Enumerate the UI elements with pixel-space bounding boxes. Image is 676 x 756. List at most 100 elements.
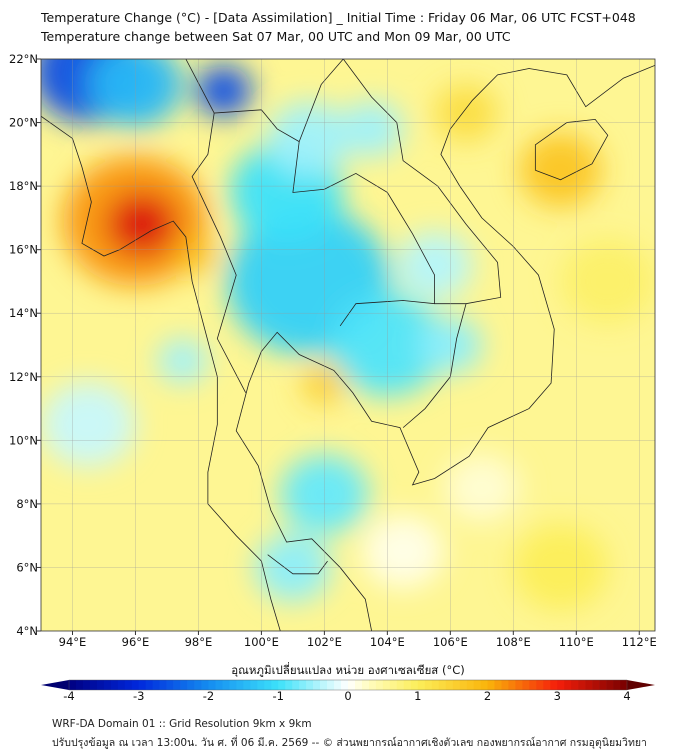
colorbar-segment <box>187 680 195 690</box>
colorbar-segment <box>613 680 621 690</box>
x-tick-label: 106°E <box>433 635 468 649</box>
colorbar-segment <box>466 680 474 690</box>
field-anomaly-22 <box>444 453 520 523</box>
y-tick-label: 18°N <box>9 179 38 193</box>
colorbar-segment <box>152 680 160 690</box>
colorbar-segment <box>424 680 432 690</box>
colorbar-segment <box>173 680 181 690</box>
colorbar-segment <box>501 680 509 690</box>
y-tick-label: 6°N <box>16 560 38 574</box>
x-tick-label: 108°E <box>496 635 531 649</box>
field-anomaly-19 <box>157 338 208 384</box>
colorbar-segment <box>543 680 551 690</box>
colorbar-segment <box>285 680 293 690</box>
colorbar-segment <box>431 680 439 690</box>
colorbar-tick-label: 0 <box>344 689 351 703</box>
colorbar-segment <box>606 680 614 690</box>
colorbar-tick-label: -1 <box>273 689 284 703</box>
colorbar-segment <box>410 680 419 690</box>
colorbar-segment <box>236 680 244 690</box>
colorbar-segment <box>131 680 140 690</box>
colorbar-tick-label: 2 <box>484 689 491 703</box>
chart-title: Temperature Change (°C) - [Data Assimila… <box>41 10 636 25</box>
footer-model-info: WRF-DA Domain 01 :: Grid Resolution 9km … <box>52 718 312 730</box>
colorbar-segment <box>375 680 384 690</box>
colorbar-segment <box>417 680 426 690</box>
y-tick-label: 8°N <box>16 497 38 511</box>
colorbar-segment <box>82 680 91 690</box>
map-plot-area <box>41 59 655 631</box>
colorbar-segment <box>508 680 516 690</box>
colorbar-segment <box>361 680 370 690</box>
x-tick-label: 112°E <box>622 635 657 649</box>
colorbar-tick-label: -2 <box>203 689 214 703</box>
x-tick-label: 94°E <box>59 635 87 649</box>
colorbar-segment <box>292 680 300 690</box>
map-frame <box>40 58 656 632</box>
colorbar-tick-label: -4 <box>63 689 74 703</box>
colorbar-label: อุณหภูมิเปลี่ยนแปลง หน่วย องศาเซลเซียส (… <box>231 662 464 677</box>
colorbar-segment <box>522 680 530 690</box>
field-anomaly-11 <box>396 231 473 300</box>
x-tick-label: 96°E <box>122 635 150 649</box>
y-tick-label: 14°N <box>9 306 38 320</box>
colorbar-segment <box>368 680 377 690</box>
boundary-line-2 <box>534 118 609 181</box>
colorbar-tick-label: 3 <box>554 689 561 703</box>
colorbar-segment <box>201 680 209 690</box>
colorbar-segment <box>341 680 349 690</box>
footer-credit: ปรับปรุงข้อมูล ณ เวลา 13:00น. วัน ศ. ที่… <box>52 737 647 749</box>
x-tick-label: 98°E <box>185 635 213 649</box>
colorbar-segment <box>138 680 147 690</box>
y-tick-label: 22°N <box>9 52 38 66</box>
colorbar-segment <box>334 680 342 690</box>
x-tick-label: 110°E <box>559 635 594 649</box>
colorbar-segment <box>389 680 398 690</box>
colorbar-segment <box>487 680 495 690</box>
colorbar-segment <box>403 680 412 690</box>
colorbar-segment <box>396 680 405 690</box>
chart-subtitle: Temperature change between Sat 07 Mar, 0… <box>41 29 511 44</box>
colorbar-segment <box>75 680 84 690</box>
colorbar-segment <box>445 680 453 690</box>
colorbar-segment <box>166 680 174 690</box>
colorbar-segment <box>599 680 607 690</box>
colorbar-segment <box>215 680 223 690</box>
field-anomaly-4 <box>107 193 177 256</box>
colorbar-segment <box>620 680 628 690</box>
colorbar-segment <box>550 680 558 690</box>
colorbar-frame <box>68 679 628 691</box>
gridlines <box>41 59 655 631</box>
colorbar-segment <box>459 680 467 690</box>
field-anomaly-14 <box>434 84 498 142</box>
field-anomaly-21 <box>560 238 655 324</box>
y-tick-label: 12°N <box>9 370 38 384</box>
colorbar-segment <box>69 680 77 690</box>
field-anomaly-23 <box>362 514 445 589</box>
colorbar-segment <box>354 680 363 690</box>
colorbar-segment <box>306 680 314 690</box>
colorbar-segment <box>438 680 446 690</box>
colorbar-segment <box>96 680 105 690</box>
colorbar-segment <box>382 680 391 690</box>
field-anomaly-12 <box>340 100 404 158</box>
colorbar-segment <box>117 680 126 690</box>
field-anomaly-13 <box>519 133 602 208</box>
colorbar-segment <box>529 680 537 690</box>
colorbar-segment <box>145 680 153 690</box>
colorbar-tick-label: -3 <box>133 689 144 703</box>
colorbar-tick-label: 4 <box>623 689 630 703</box>
colorbar-min-extend <box>41 680 69 690</box>
colorbar-segment <box>578 680 586 690</box>
colorbar-segment <box>180 680 188 690</box>
field-anomaly-8 <box>267 101 350 176</box>
boundary-line-0 <box>41 115 281 631</box>
colorbar-segment <box>278 680 286 690</box>
colorbar-segment <box>480 680 488 690</box>
colorbar-segment <box>320 680 328 690</box>
colorbar-tick-label: 1 <box>414 689 421 703</box>
colorbar-segment <box>208 680 216 690</box>
colorbar-segment <box>585 680 593 690</box>
colorbar-segment <box>222 680 230 690</box>
